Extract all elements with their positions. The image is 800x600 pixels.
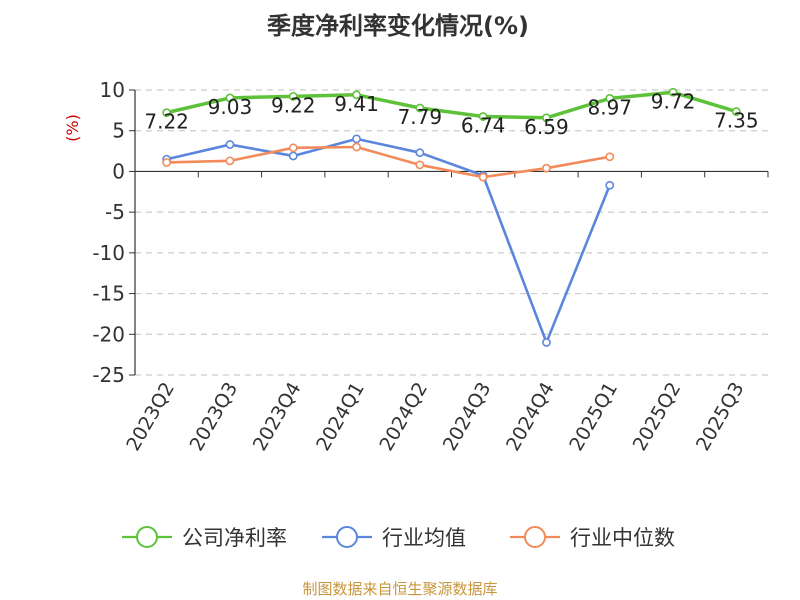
y-tick-label: -25 (92, 363, 125, 387)
legend-item-0: 公司净利率 (122, 526, 287, 550)
x-tick-label: 2023Q3 (186, 379, 243, 455)
y-tick-label: 0 (112, 159, 125, 183)
axes (129, 89, 769, 376)
data-point (225, 93, 235, 103)
data-label: 9.41 (334, 92, 379, 116)
x-tick-label: 2023Q2 (122, 379, 179, 455)
y-axis-label: (%) (63, 114, 82, 142)
chart-title: 季度净利率变化情况(%) (267, 12, 529, 40)
x-tick-label: 2025Q3 (692, 379, 749, 455)
data-point (352, 90, 361, 100)
y-tick-label: -20 (92, 322, 125, 346)
legend-item-2: 行业中位数 (510, 526, 675, 550)
data-point (352, 134, 361, 144)
x-tick-label: 2024Q2 (375, 379, 432, 455)
y-tick-label: 5 (112, 119, 125, 143)
x-tick-label: 2024Q4 (502, 379, 559, 455)
x-tick-labels: 2023Q2 2023Q3 2023Q4 2024Q1 2024Q2 2024Q3 2024… (122, 379, 748, 455)
data-point (605, 93, 615, 103)
y-tick-label: -5 (105, 200, 125, 224)
data-point (162, 108, 172, 118)
data-point (288, 151, 298, 161)
data-point (605, 152, 615, 162)
data-point (478, 112, 488, 121)
y-tick-label: -10 (92, 241, 125, 265)
data-point (352, 142, 361, 152)
data-point (478, 172, 488, 182)
data-point (605, 180, 615, 190)
series-line-2 (166, 145, 610, 179)
legend-label: 公司净利率 (182, 526, 287, 550)
series-line-1 (166, 137, 611, 344)
data-point (542, 338, 551, 347)
data-label: 9.72 (651, 89, 696, 113)
data-point (162, 158, 172, 167)
x-tick-label: 2023Q4 (249, 379, 306, 455)
data-label: 6.59 (524, 115, 569, 139)
data-point (225, 140, 235, 149)
data-point (415, 148, 425, 158)
legend-marker (524, 526, 546, 548)
data-point (288, 143, 298, 153)
legend-marker (336, 526, 358, 548)
y-tick-label: -15 (92, 282, 125, 306)
x-tick-label: 2024Q1 (312, 379, 369, 455)
x-tick-label: 2024Q3 (439, 379, 496, 455)
data-point (225, 156, 235, 166)
data-point (668, 87, 678, 97)
data-labels: 7.22 9.03 9.22 9.41 7.79 6.74 6.59 8.97 9.72 7.35 (144, 89, 758, 138)
data-point (731, 107, 741, 116)
data-point (288, 91, 298, 101)
data-label: 9.22 (271, 93, 316, 117)
data-label: 7.22 (144, 110, 189, 134)
data-label: 7.35 (714, 109, 759, 133)
data-point (542, 113, 551, 123)
grid-lines (135, 89, 768, 376)
x-tick-label: 2025Q1 (565, 379, 622, 455)
data-label: 8.97 (587, 95, 632, 119)
data-point (415, 160, 425, 170)
legend-item-1: 行业均值 (322, 526, 466, 550)
data-point (542, 163, 551, 173)
legend: 公司净利率 行业均值 行业中位数 (122, 526, 675, 550)
data-point (415, 103, 425, 113)
data-label: 7.79 (398, 105, 443, 129)
data-label: 9.03 (208, 95, 253, 119)
series-lines (162, 87, 741, 347)
legend-label: 行业均值 (382, 526, 466, 550)
series-line-0 (166, 90, 737, 120)
legend-marker (136, 526, 158, 548)
source-note: 制图数据来自恒生聚源数据库 (302, 580, 497, 598)
y-tick-label: 10 (100, 78, 125, 102)
x-tick-label: 2025Q2 (629, 379, 686, 455)
data-label: 6.74 (461, 114, 506, 138)
y-tick-labels: 10 5 0 -5 -10 -15 -20 -25 (92, 78, 125, 387)
legend-label: 行业中位数 (570, 526, 675, 550)
